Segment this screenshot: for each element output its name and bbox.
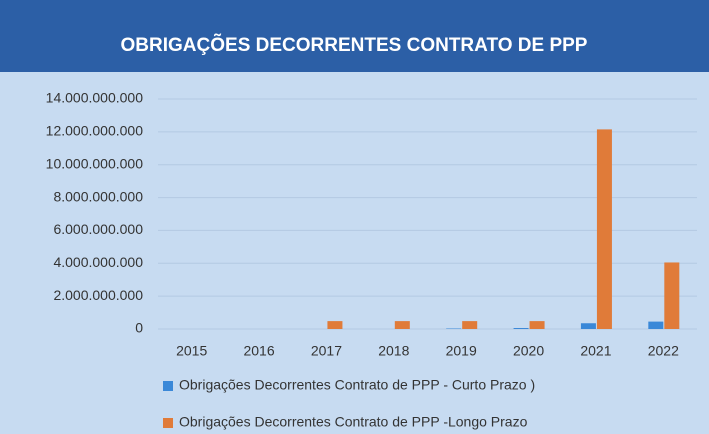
bar — [529, 321, 545, 329]
legend-swatch — [163, 381, 173, 391]
bar — [580, 323, 596, 329]
y-tick-label: 4.000.000.000 — [53, 254, 143, 270]
x-tick-label: 2022 — [648, 343, 679, 359]
legend-swatch — [163, 418, 173, 428]
y-tick-label: 10.000.000.000 — [46, 155, 144, 171]
x-tick-label: 2019 — [446, 343, 477, 359]
x-tick-label: 2016 — [243, 343, 274, 359]
x-tick-label: 2017 — [311, 343, 342, 359]
bar — [394, 321, 410, 329]
bar — [513, 328, 529, 329]
bar — [648, 321, 664, 329]
x-tick-label: 2020 — [513, 343, 544, 359]
y-tick-label: 6.000.000.000 — [53, 221, 143, 237]
legend-label: Obrigações Decorrentes Contrato de PPP -… — [179, 377, 535, 393]
x-tick-label: 2015 — [176, 343, 207, 359]
bar — [327, 321, 343, 329]
bar — [596, 129, 612, 329]
y-tick-label: 12.000.000.000 — [46, 123, 144, 139]
title-banner — [0, 0, 709, 72]
y-tick-label: 8.000.000.000 — [53, 188, 143, 204]
y-tick-label: 14.000.000.000 — [46, 90, 144, 106]
bar — [462, 321, 478, 329]
y-tick-label: 2.000.000.000 — [53, 287, 143, 303]
y-tick-label: 0 — [135, 320, 143, 336]
x-tick-label: 2018 — [378, 343, 409, 359]
x-tick-label: 2021 — [580, 343, 611, 359]
bar — [664, 262, 680, 329]
chart-title: OBRIGAÇÕES DECORRENTES CONTRATO DE PPP — [121, 34, 588, 56]
legend-label: Obrigações Decorrentes Contrato de PPP -… — [179, 414, 528, 430]
